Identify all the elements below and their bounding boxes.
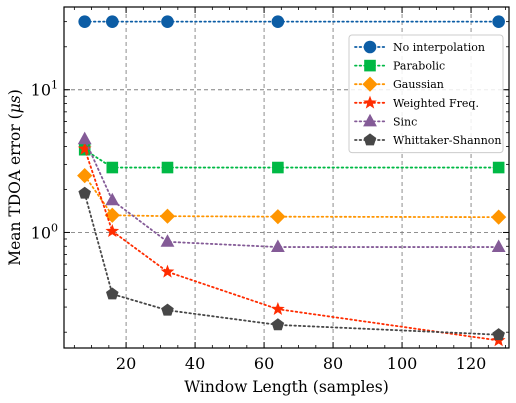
data-point-parabolic (492, 161, 505, 174)
data-point-parabolic (106, 161, 119, 174)
y-tick-label-base: 10 (31, 81, 51, 100)
data-point-parabolic (272, 161, 284, 174)
data-point-sinc (105, 192, 120, 206)
x-axis-label: Window Length (samples) (184, 378, 389, 396)
y-axis-label-suffix: ) (6, 89, 24, 95)
data-point-parabolic (161, 161, 174, 174)
y-axis-label-unit: μs (6, 95, 24, 113)
legend-entry-gaussian: Gaussian (354, 76, 444, 92)
legend-marker-no-interpolation (363, 40, 377, 54)
legend-entries: No interpolation Parabolic Gaussian Weighte… (354, 40, 502, 147)
legend-marker-sinc (363, 113, 377, 127)
data-point-weighted-freq (160, 264, 175, 278)
data-point-sinc (491, 239, 506, 253)
data-point-weighted-freq (77, 141, 92, 155)
data-point-whittaker-shannon (161, 303, 174, 316)
data-point-no-interpolation (105, 15, 119, 28)
series-line-weighted-freq (83, 147, 500, 342)
series-layer (77, 15, 507, 347)
legend-label-parabolic: Parabolic (393, 60, 445, 73)
legend-label-sinc: Sinc (393, 115, 417, 128)
axes (63, 6, 510, 349)
data-point-weighted-freq (271, 301, 285, 315)
x-tick-label: 100 (387, 354, 418, 373)
legend-marker-weighted-freq (363, 95, 377, 109)
data-point-whittaker-shannon (78, 186, 91, 199)
y-tick-label: 100 (31, 221, 58, 242)
data-point-no-interpolation (492, 15, 505, 28)
x-tick-label: 20 (116, 354, 136, 373)
data-point-gaussian (159, 208, 176, 224)
series-sinc (77, 131, 506, 253)
x-tick-label: 60 (254, 354, 274, 373)
x-tick-label: 80 (323, 354, 343, 373)
legend-label-gaussian: Gaussian (393, 78, 444, 91)
series-no-interpolation (78, 15, 505, 28)
legend-marker-gaussian (362, 76, 378, 92)
legend-marker-parabolic (364, 59, 376, 72)
data-point-whittaker-shannon (492, 328, 505, 341)
y-axis-label: Mean TDOA error (μs) (6, 89, 24, 266)
series-weighted-freq (77, 141, 506, 347)
plot-frame (63, 6, 510, 349)
x-tick-label: 120 (456, 354, 487, 373)
y-tick-label-base: 10 (31, 223, 51, 242)
series-line-whittaker-shannon (83, 192, 500, 336)
data-point-whittaker-shannon (106, 287, 119, 300)
legend-entry-weighted-freq: Weighted Freq. (354, 95, 479, 110)
data-point-gaussian (491, 209, 507, 225)
data-point-whittaker-shannon (271, 318, 285, 331)
legend-marker-whittaker-shannon (363, 133, 377, 146)
y-tick-label-exponent: 0 (51, 221, 58, 234)
y-axis-label-prefix: Mean TDOA error ( (6, 113, 24, 266)
tick-marks (64, 7, 509, 348)
y-tick-label-exponent: 1 (51, 79, 58, 92)
series-line-sinc (83, 138, 500, 248)
legend-entry-whittaker-shannon: Whittaker-Shannon (354, 133, 502, 147)
data-point-weighted-freq (105, 224, 120, 238)
data-point-gaussian (77, 168, 93, 184)
legend-label-no-interpolation: No interpolation (393, 41, 485, 54)
data-point-no-interpolation (271, 15, 285, 28)
series-line-gaussian (83, 174, 500, 219)
data-point-gaussian (270, 209, 286, 225)
legend-label-whittaker-shannon: Whittaker-Shannon (393, 134, 502, 147)
legend-box (348, 34, 504, 154)
data-point-no-interpolation (161, 15, 174, 28)
series-whittaker-shannon (78, 186, 505, 341)
x-tick-label: 40 (185, 354, 205, 373)
legend-entry-sinc: Sinc (354, 113, 417, 128)
data-point-sinc (160, 234, 175, 247)
series-gaussian (77, 168, 507, 225)
legend-entry-parabolic: Parabolic (354, 59, 445, 73)
data-point-sinc (270, 239, 285, 253)
legend: No interpolation Parabolic Gaussian Weighte… (348, 34, 504, 154)
y-tick-label: 101 (31, 79, 58, 100)
legend-entry-no-interpolation: No interpolation (354, 40, 485, 54)
data-point-no-interpolation (78, 15, 91, 28)
data-point-sinc (77, 131, 92, 145)
legend-label-weighted-freq: Weighted Freq. (393, 97, 479, 110)
